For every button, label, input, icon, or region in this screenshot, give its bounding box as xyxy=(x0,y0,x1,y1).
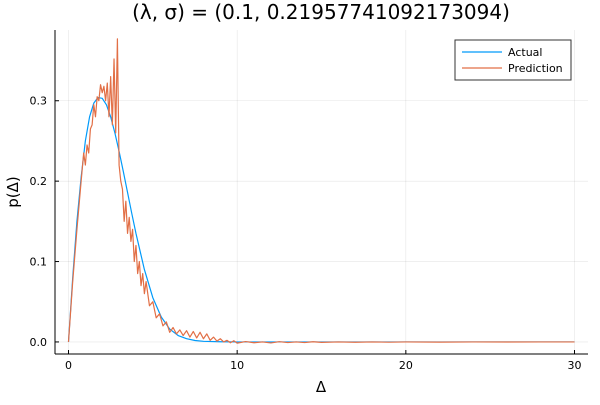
y-tick-label: 0.0 xyxy=(30,336,48,349)
x-tick-label: 0 xyxy=(65,359,72,372)
x-tick-label: 20 xyxy=(399,359,413,372)
y-tick-label: 0.1 xyxy=(30,256,48,269)
chart-title: (λ, σ) = (0.1, 0.21957741092173094) xyxy=(132,0,510,24)
y-axis-label: p(Δ) xyxy=(4,176,22,208)
legend: Actual Prediction xyxy=(454,39,572,81)
series-line-actual xyxy=(67,96,575,343)
x-tick-label: 30 xyxy=(568,359,582,372)
series-line-prediction xyxy=(67,38,575,344)
legend-entry-actual: Actual xyxy=(508,46,542,59)
series-layer xyxy=(67,38,575,344)
x-tick-label: 10 xyxy=(230,359,244,372)
x-axis-label: Δ xyxy=(316,378,327,396)
legend-entry-prediction: Prediction xyxy=(508,62,563,75)
y-tick-label: 0.2 xyxy=(30,175,48,188)
y-tick-label: 0.3 xyxy=(30,95,48,108)
legend-box xyxy=(454,39,572,81)
tick-labels: 0 10 20 30 0.0 0.1 0.2 0.3 xyxy=(30,95,582,372)
axes xyxy=(54,30,588,355)
